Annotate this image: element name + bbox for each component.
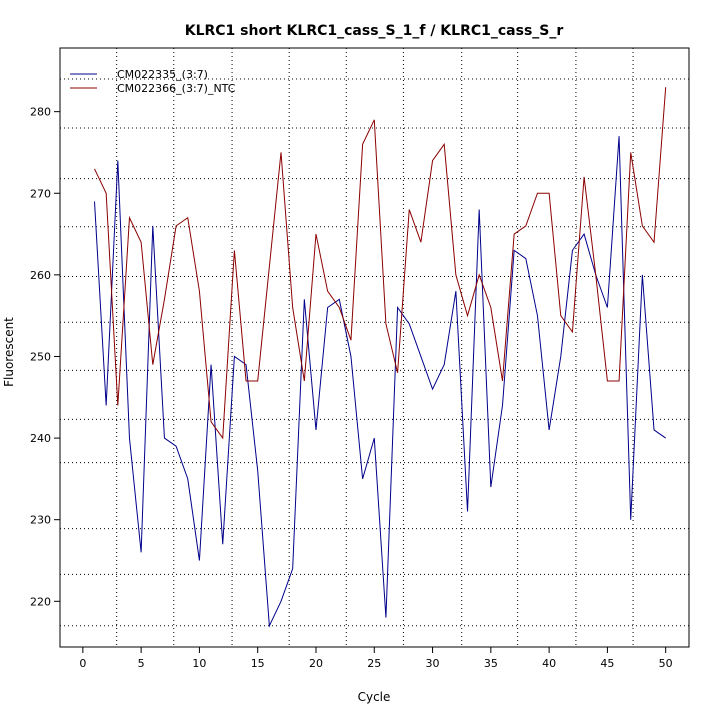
y-tick-label: 250 [30,350,51,363]
y-axis-label: Fluorescent [2,317,16,387]
legend-label-cm022366-ntc: CM022366_(3:7)_NTC [117,82,236,95]
x-tick-label: 15 [251,657,265,670]
x-tick-label: 5 [138,657,145,670]
x-tick-label: 35 [484,657,498,670]
legend: CM022335_(3:7) CM022366_(3:7)_NTC [70,68,236,95]
x-tick-label: 45 [600,657,614,670]
y-tick-label: 260 [30,269,51,282]
x-tick-label: 50 [659,657,673,670]
x-tick-label: 25 [367,657,381,670]
x-tick-label: 40 [542,657,556,670]
x-tick-label: 0 [79,657,86,670]
grid-layer [60,48,689,647]
y-tick-label: 220 [30,595,51,608]
x-tick-label: 30 [426,657,440,670]
x-tick-label: 10 [192,657,206,670]
y-tick-label: 230 [30,514,51,527]
series-line-cm022335 [94,136,666,628]
y-tick-label: 240 [30,432,51,445]
legend-label-cm022335: CM022335_(3:7) [117,68,208,81]
x-axis: 0 5 10 15 20 25 30 35 40 45 50 [79,647,673,670]
y-tick-label: 280 [30,106,51,119]
series-line-cm022366-ntc [94,87,667,440]
y-axis: 220 230 240 250 260 270 280 [30,106,60,608]
x-tick-label: 20 [309,657,323,670]
chart-title: KLRC1 short KLRC1_cass_S_1_f / KLRC1_cas… [185,23,564,39]
plot-frame [59,47,690,648]
y-tick-label: 270 [30,187,51,200]
series-layer [94,87,667,628]
x-axis-label: Cycle [358,690,391,704]
